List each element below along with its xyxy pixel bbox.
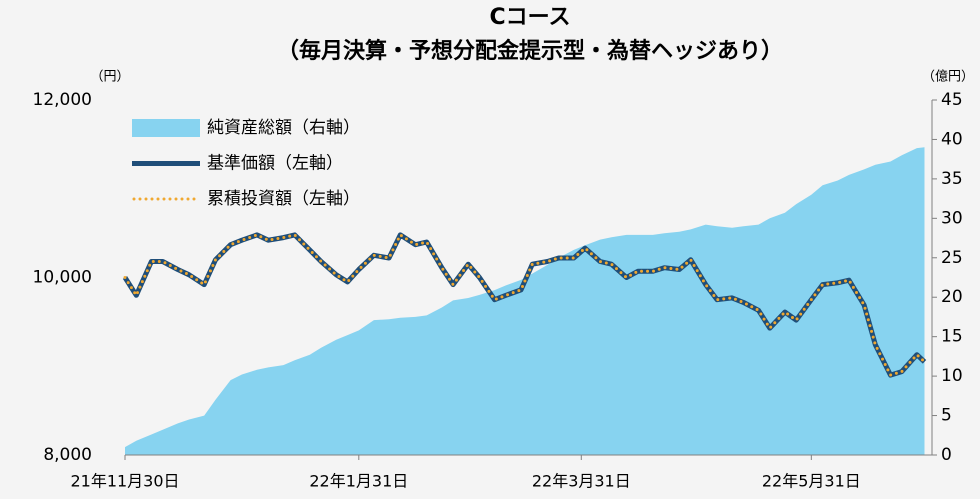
- legend-swatch: [132, 119, 200, 137]
- y-unit: （円）: [90, 70, 129, 85]
- y2-tick-label: 5: [941, 406, 952, 426]
- line: [122, 232, 927, 378]
- chart-subtitle: （毎月決算・予想分配金提示型・為替ヘッジあり）: [277, 38, 783, 64]
- x-tick-label: 22年3月31日: [532, 472, 631, 491]
- chart-title: Cコース: [489, 5, 570, 30]
- y2-tick-label: 40: [941, 129, 963, 149]
- legend-label: 基準価額（左軸）: [207, 154, 343, 174]
- y2-tick-label: 20: [941, 287, 963, 307]
- x-tick-label: 22年1月31日: [309, 472, 408, 491]
- y2-tick-label: 25: [941, 248, 963, 268]
- y2-tick-label: 15: [941, 327, 963, 347]
- area: [125, 147, 925, 456]
- y-tick-label: 8,000: [43, 445, 92, 465]
- x-tick-label: 22年5月31日: [762, 472, 861, 491]
- y2-tick-label: 45: [941, 90, 963, 110]
- y2-unit: （億円）: [922, 69, 974, 85]
- legend-label: 純資産総額（右軸）: [207, 118, 360, 138]
- y2-tick-label: 10: [941, 366, 963, 386]
- y-tick-label: 10,000: [33, 268, 92, 288]
- y2-tick-label: 35: [941, 169, 963, 189]
- y2-tick-label: 0: [941, 445, 952, 465]
- legend-label: 累積投資額（左軸）: [207, 189, 360, 209]
- y-tick-label: 12,000: [33, 90, 92, 110]
- x-tick-label: 21年11月30日: [70, 472, 179, 491]
- y2-tick-label: 30: [941, 208, 963, 228]
